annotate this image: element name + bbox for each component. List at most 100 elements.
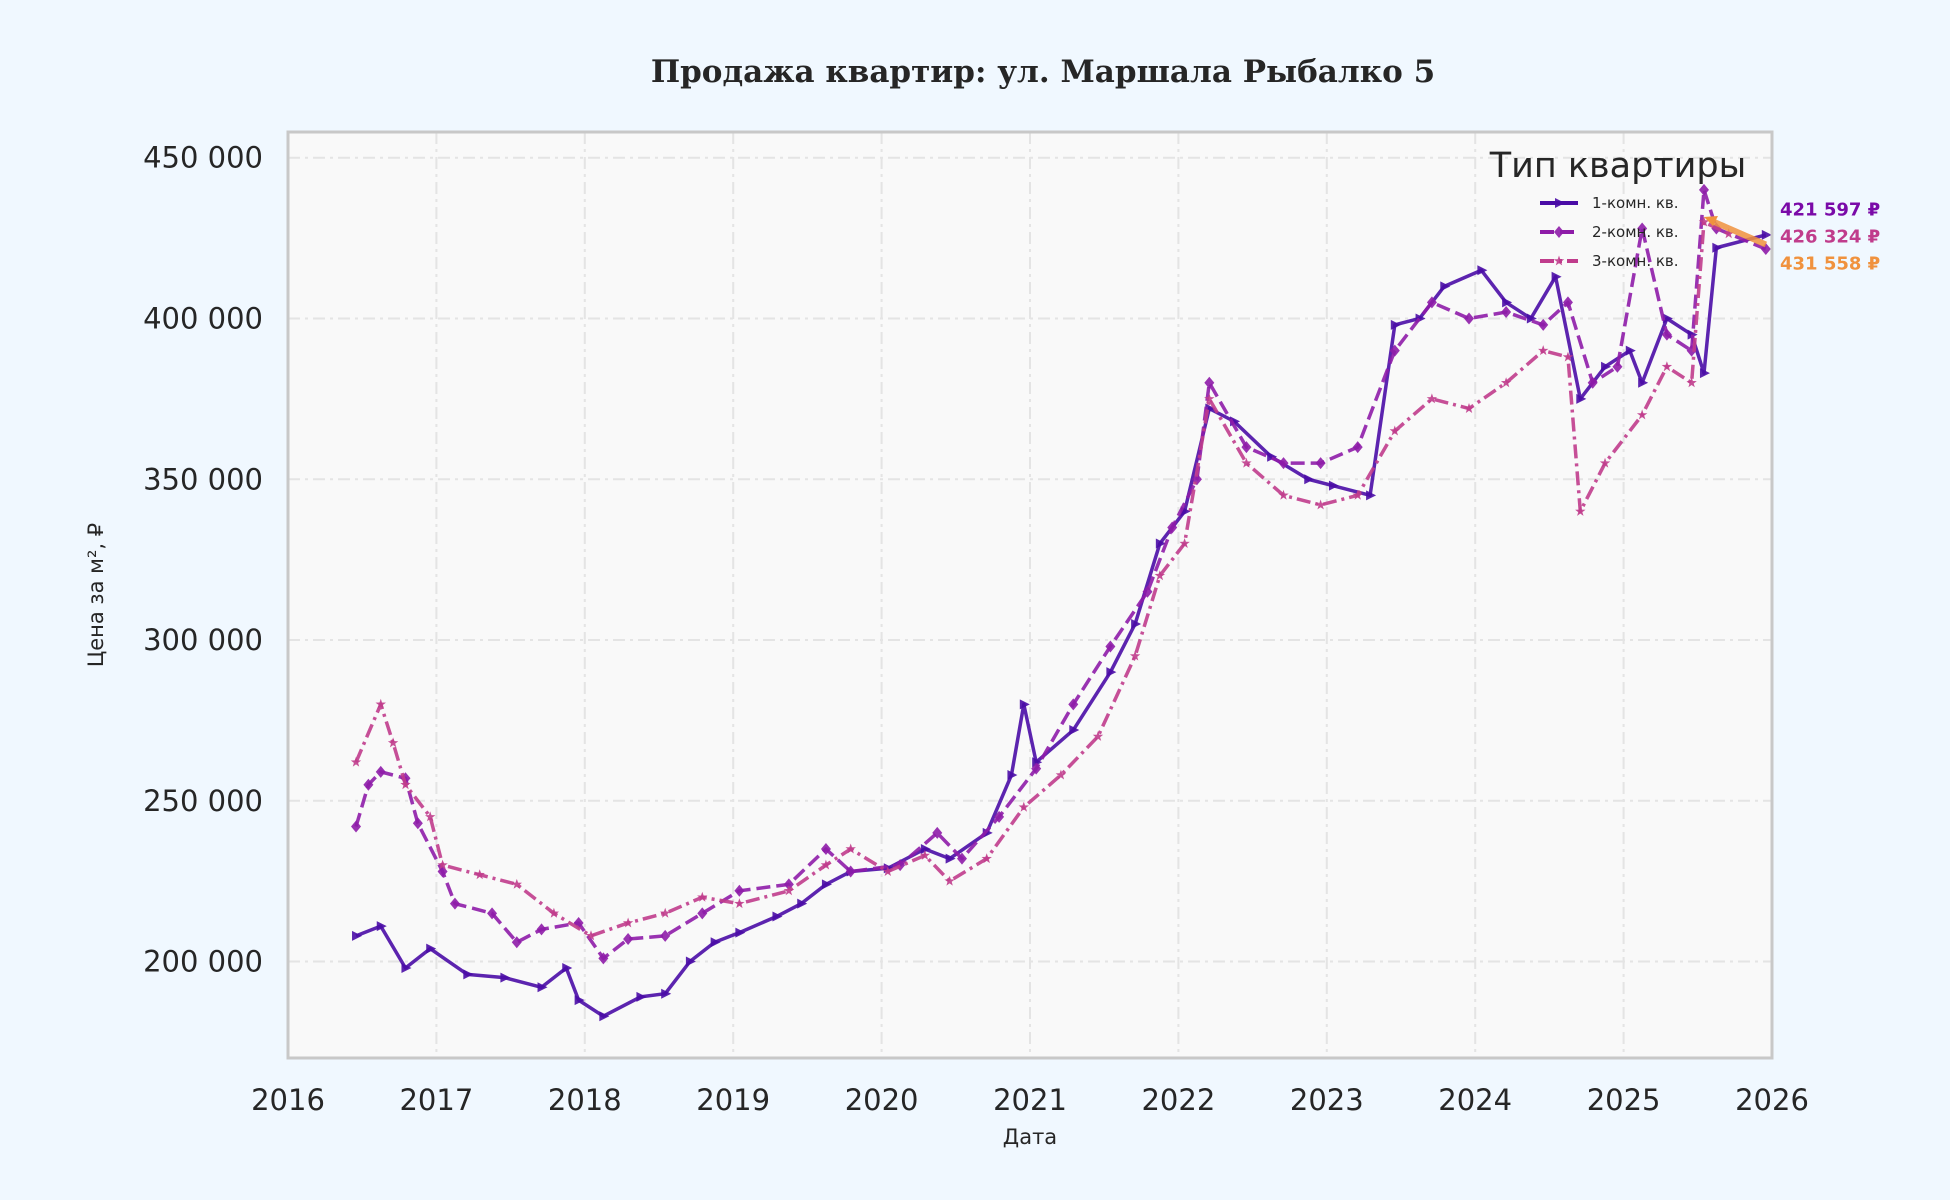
data-point [536,923,547,936]
data-point [1142,585,1153,598]
y-axis-label: Цена за м², ₽ [84,523,108,667]
data-point [1167,521,1178,534]
data-point [1661,328,1672,341]
data-point [735,927,746,938]
data-point [351,820,362,833]
data-point [783,885,795,896]
data-point [1538,318,1549,331]
data-point [425,811,436,822]
price-annotation: 421 597 ₽ [1780,200,1880,221]
data-point [845,865,856,878]
trend-arrow-head [1703,216,1718,227]
data-point [1426,296,1437,309]
data-point [1538,345,1549,356]
data-point [412,817,423,830]
data-point [1055,769,1067,780]
data-point [1352,441,1363,454]
data-point [537,982,548,993]
data-point [882,866,893,876]
data-point [401,962,412,973]
data-point [1661,361,1673,372]
data-point [1390,319,1401,330]
data-point [1204,376,1215,389]
data-point [1601,361,1612,372]
data-point [1267,451,1278,462]
x-tick-label: 2026 [1735,1083,1809,1117]
data-point [1007,770,1018,781]
data-point [562,962,573,973]
data-point [820,843,831,856]
data-point [697,891,708,902]
y-tick-label: 250 000 [143,784,263,818]
data-point [350,756,362,767]
data-point [1554,226,1564,238]
data-point [1526,313,1537,324]
data-point [1501,306,1512,319]
data-point [1761,229,1772,240]
data-point [1553,255,1565,266]
data-point [574,995,585,1006]
data-point [511,878,522,889]
x-tick-label: 2017 [399,1083,473,1117]
legend-title: Тип квартиры [1489,146,1747,186]
plot-frame [286,130,1774,1060]
legend-label: 2-комн. кв. [1592,223,1679,241]
data-point [697,907,708,920]
series-1-комн. кв. [352,229,1772,1022]
y-axis: 200 000 250 000 300 000 350 000 400 000 450 0… [143,141,263,979]
data-point [1500,377,1512,388]
data-point [1105,640,1116,653]
data-point [387,737,399,748]
y-tick-label: 350 000 [143,462,263,496]
data-point [1636,409,1648,420]
data-point [1440,281,1451,292]
data-point [1328,480,1339,491]
data-point [1599,457,1611,468]
data-point [636,991,647,1002]
data-point [1562,296,1573,309]
y-tick-label: 400 000 [143,301,263,335]
data-point [1576,393,1587,404]
data-point [598,952,609,965]
series-3-комн. кв. [350,216,1734,941]
data-point [1352,489,1363,500]
data-point [376,921,387,932]
x-tick-label: 2024 [1438,1083,1512,1117]
data-point [845,843,856,854]
data-point [437,859,448,870]
data-point [1426,393,1438,404]
data-point [1562,351,1574,362]
legend: Тип квартиры 1-комн. кв. 2-комн. кв. 3-ком… [1489,146,1747,270]
data-point [1637,222,1648,235]
data-point [1129,650,1141,661]
data-point [1179,538,1190,548]
data-point [1315,499,1326,510]
data-point [1154,570,1166,581]
data-point [945,853,956,864]
x-axis: 2016 2017 2018 2019 2020 2021 2022 2023 2024 2025… [251,1083,1809,1117]
data-point [1068,698,1079,711]
data-point [919,849,931,860]
x-axis-label: Дата [1003,1125,1057,1149]
data-point [685,956,696,967]
data-point [1723,228,1734,239]
data-point [820,859,832,870]
data-point [352,930,363,941]
data-point [1018,801,1029,812]
data-point [487,907,498,920]
data-point [1575,505,1586,516]
data-point [375,765,386,778]
data-point [797,898,808,909]
data-point [1612,360,1623,373]
data-point [500,972,511,983]
data-point [944,875,955,886]
data-point [1241,457,1252,468]
data-point [623,933,634,946]
data-point [1031,762,1042,775]
data-point [1278,457,1289,470]
price-annotation: 431 558 ₽ [1780,254,1880,275]
x-tick-label: 2018 [548,1083,622,1117]
x-tick-label: 2019 [696,1083,770,1117]
y-tick-label: 200 000 [143,945,263,979]
